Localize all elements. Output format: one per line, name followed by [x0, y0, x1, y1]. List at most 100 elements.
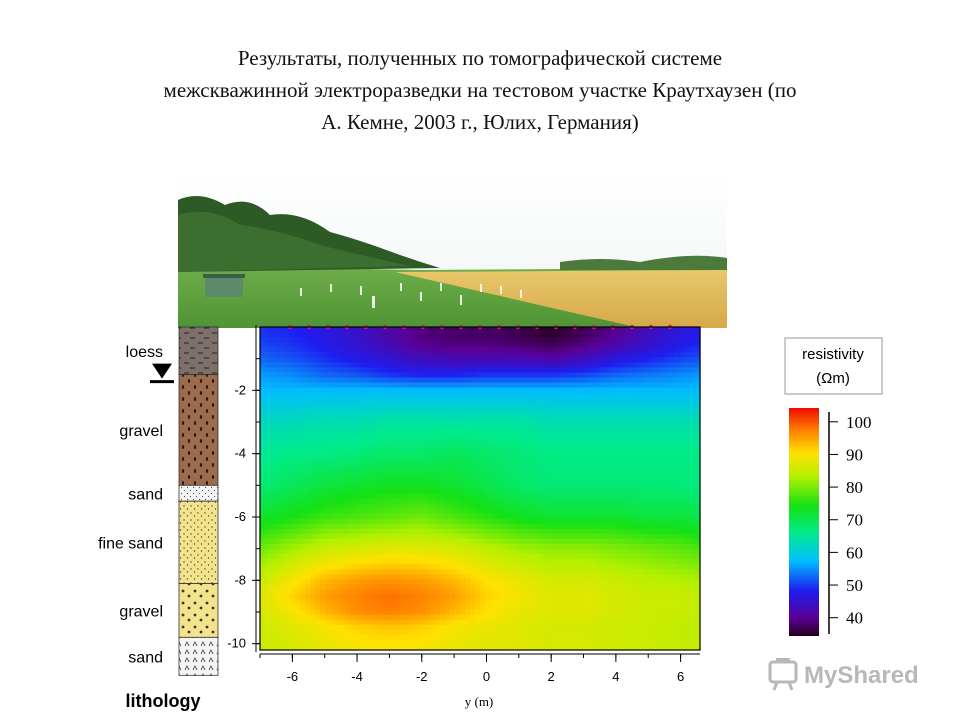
heatmap-cell	[280, 427, 286, 434]
heatmap-cell	[385, 554, 391, 560]
heatmap-cell	[530, 367, 536, 374]
heatmap-cell	[310, 412, 316, 419]
heatmap-cell	[600, 564, 606, 570]
heatmap-cell	[680, 367, 686, 374]
heatmap-cell	[675, 422, 681, 429]
heatmap-cell	[645, 337, 651, 343]
heatmap-cell	[480, 564, 486, 570]
heatmap-cell	[540, 337, 546, 343]
heatmap-cell	[535, 513, 541, 520]
heatmap-cell	[695, 362, 701, 368]
heatmap-cell	[695, 508, 701, 515]
heatmap-cell	[290, 412, 296, 419]
heatmap-cell	[570, 569, 576, 575]
heatmap-cell	[620, 554, 626, 560]
heatmap-cell	[580, 473, 586, 480]
heatmap-cell	[305, 549, 311, 555]
heatmap-cell	[550, 438, 556, 444]
heatmap-cell	[465, 453, 471, 459]
heatmap-cell	[415, 448, 421, 454]
heatmap-cell	[570, 483, 576, 490]
heatmap-cell	[510, 473, 516, 480]
heatmap-cell	[335, 604, 341, 611]
heatmap-cell	[330, 402, 336, 409]
heatmap-cell	[420, 579, 426, 585]
heatmap-cell	[300, 387, 306, 394]
heatmap-cell	[580, 533, 586, 540]
heatmap-cell	[455, 538, 461, 545]
heatmap-cell	[405, 337, 411, 343]
heatmap-cell	[390, 342, 396, 348]
heatmap-cell	[555, 584, 561, 591]
heatmap-cell	[675, 427, 681, 434]
heatmap-cell	[425, 528, 431, 535]
heatmap-cell	[455, 357, 461, 363]
heatmap-cell	[665, 352, 671, 358]
heatmap-cell	[320, 463, 326, 469]
heatmap-cell	[265, 427, 271, 434]
heatmap-cell	[390, 604, 396, 611]
heatmap-cell	[300, 372, 306, 379]
heatmap-cell	[480, 538, 486, 545]
heatmap-cell	[405, 362, 411, 368]
heatmap-cell	[380, 579, 386, 585]
heatmap-cell	[275, 569, 281, 575]
heatmap-cell	[370, 407, 376, 414]
heatmap-cell	[565, 397, 571, 404]
heatmap-cell	[300, 402, 306, 409]
heatmap-cell	[340, 352, 346, 358]
heatmap-cell	[265, 493, 271, 500]
heatmap-cell	[530, 453, 536, 459]
heatmap-cell	[600, 332, 606, 338]
heatmap-cell	[625, 402, 631, 409]
heatmap-cell	[555, 397, 561, 404]
heatmap-cell	[635, 488, 641, 495]
heatmap-cell	[415, 432, 421, 439]
heatmap-cell	[405, 332, 411, 338]
heatmap-cell	[520, 417, 526, 424]
heatmap-cell	[625, 549, 631, 555]
heatmap-cell	[385, 493, 391, 500]
heatmap-cell	[275, 554, 281, 560]
heatmap-cell	[305, 458, 311, 464]
heatmap-cell	[620, 564, 626, 570]
heatmap-cell	[275, 347, 281, 353]
heatmap-cell	[685, 589, 691, 596]
heatmap-cell	[565, 549, 571, 555]
heatmap-cell	[420, 412, 426, 419]
heatmap-cell	[350, 382, 356, 389]
heatmap-cell	[350, 407, 356, 414]
heatmap-cell	[570, 372, 576, 379]
heatmap-cell	[410, 422, 416, 429]
heatmap-cell	[320, 468, 326, 474]
heatmap-cell	[645, 407, 651, 414]
heatmap-cell	[400, 554, 406, 560]
heatmap-cell	[520, 579, 526, 585]
heatmap-cell	[325, 443, 331, 449]
heatmap-cell	[405, 533, 411, 540]
heatmap-cell	[425, 549, 431, 555]
heatmap-cell	[325, 569, 331, 575]
heatmap-cell	[590, 392, 596, 399]
heatmap-cell	[520, 362, 526, 368]
heatmap-cell	[550, 508, 556, 515]
heatmap-cell	[625, 579, 631, 585]
heatmap-cell	[470, 609, 476, 616]
heatmap-cell	[360, 382, 366, 389]
heatmap-cell	[340, 412, 346, 419]
heatmap-cell	[635, 372, 641, 379]
heatmap-cell	[620, 412, 626, 419]
heatmap-cell	[670, 337, 676, 343]
heatmap-cell	[625, 488, 631, 495]
heatmap-cell	[405, 382, 411, 389]
heatmap-cell	[665, 387, 671, 394]
heatmap-cell	[375, 337, 381, 343]
heatmap-cell	[325, 579, 331, 585]
heatmap-cell	[500, 422, 506, 429]
heatmap-cell	[505, 503, 511, 510]
heatmap-cell	[560, 432, 566, 439]
heatmap-cell	[620, 493, 626, 500]
heatmap-cell	[405, 367, 411, 374]
heatmap-cell	[500, 448, 506, 454]
heatmap-cell	[450, 387, 456, 394]
